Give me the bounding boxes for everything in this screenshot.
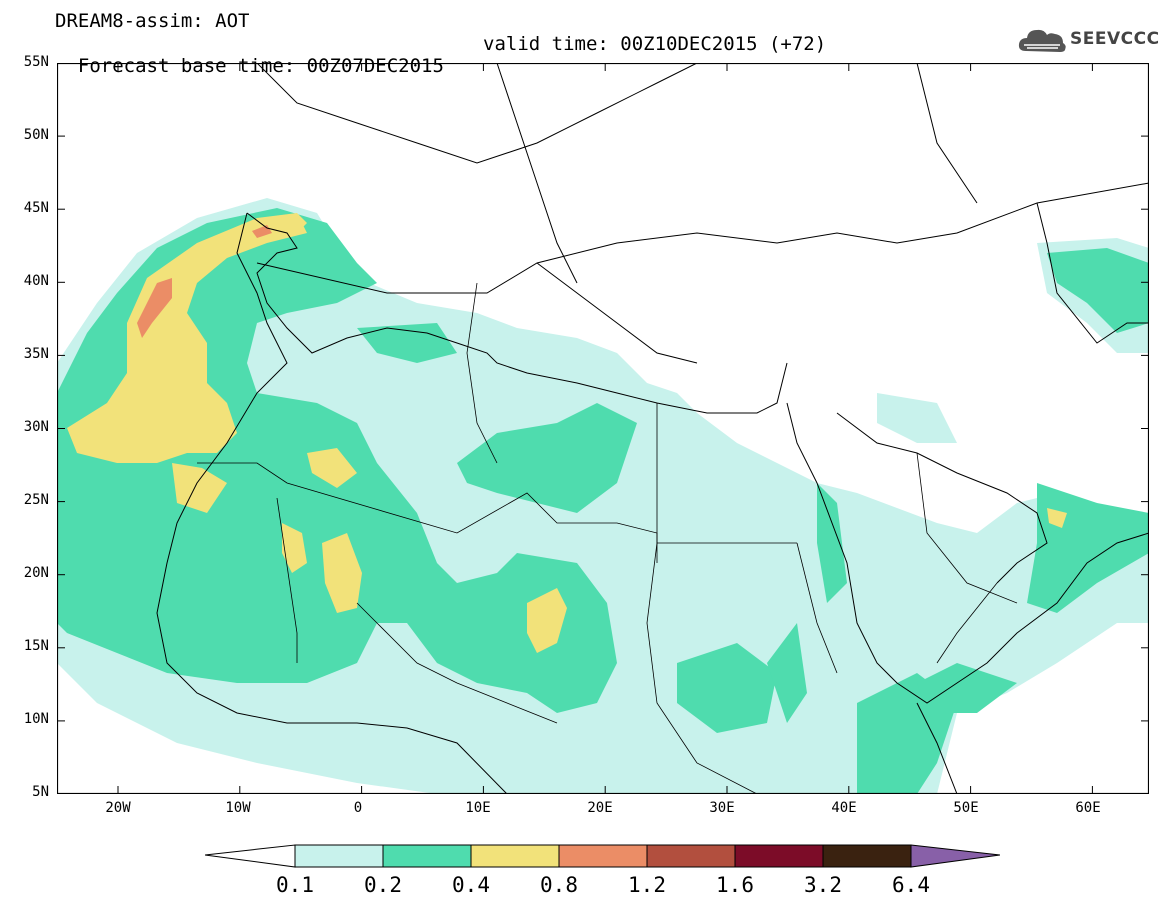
lon-label: 30E <box>709 800 735 816</box>
aot-map <box>57 63 1149 794</box>
base-time: Forecast base time: 00Z07DEC2015 <box>77 55 444 77</box>
lat-label: 30N <box>23 419 49 435</box>
lon-label: 50E <box>953 800 979 816</box>
colorbar-low-arrow <box>205 844 296 868</box>
lon-label: 40E <box>831 800 857 816</box>
colorbar-swatch <box>822 844 912 868</box>
colorbar-label: 0.1 <box>276 873 314 897</box>
axis-ticks <box>57 63 1149 794</box>
lat-label: 15N <box>23 638 49 654</box>
lat-label: 50N <box>23 127 49 143</box>
lon-label: 20E <box>587 800 613 816</box>
colorbar-high-arrow <box>910 844 1000 868</box>
lon-label: 0 <box>353 800 363 816</box>
valid-time: valid time: 00Z10DEC2015 (+72) <box>483 33 827 55</box>
lon-label: 10W <box>225 800 251 816</box>
colorbar-label: 6.4 <box>892 873 930 897</box>
colorbar-label: 0.4 <box>452 873 490 897</box>
lon-label: 60E <box>1075 800 1101 816</box>
logo-text: SEEVCCC <box>1070 29 1160 49</box>
map-title: DREAM8-assim: AOT <box>55 10 250 32</box>
colorbar-swatch <box>294 844 384 868</box>
cloud-icon <box>1018 29 1066 52</box>
colorbar-label: 3.2 <box>804 873 842 897</box>
seevccc-logo: SEEVCCC <box>1018 25 1160 55</box>
colorbar-swatch <box>382 844 472 868</box>
aot-colorbar <box>205 844 1000 868</box>
colorbar-swatch <box>470 844 560 868</box>
country-borders <box>197 282 1018 794</box>
lat-label: 45N <box>23 200 49 216</box>
lat-label: 25N <box>23 492 49 508</box>
lat-label: 55N <box>23 54 49 70</box>
colorbar-swatch <box>734 844 824 868</box>
colorbar-label: 1.2 <box>628 873 666 897</box>
lon-label: 20W <box>105 800 131 816</box>
lat-label: 5N <box>32 784 49 800</box>
coastlines <box>156 63 1149 794</box>
lat-label: 40N <box>23 273 49 289</box>
colorbar-label: 1.6 <box>716 873 754 897</box>
lon-label: 10E <box>465 800 491 816</box>
colorbar-label: 0.2 <box>364 873 402 897</box>
lat-label: 20N <box>23 565 49 581</box>
lat-label: 35N <box>23 346 49 362</box>
colorbar-swatch <box>558 844 648 868</box>
forecast-times: Forecast base time: 00Z07DEC2015 valid t… <box>55 33 826 99</box>
lat-label: 10N <box>23 711 49 727</box>
colorbar-label: 0.8 <box>540 873 578 897</box>
colorbar-swatch <box>646 844 736 868</box>
